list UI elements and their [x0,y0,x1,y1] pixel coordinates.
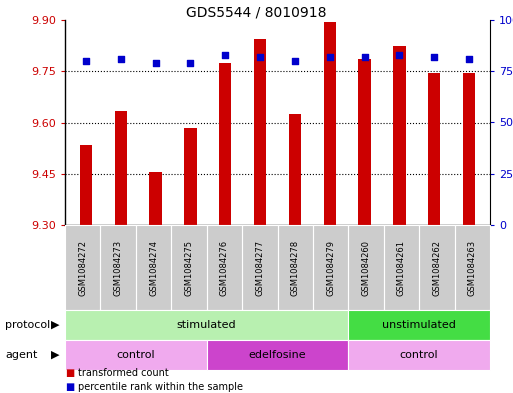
Text: GSM1084272: GSM1084272 [78,239,87,296]
Text: GSM1084276: GSM1084276 [220,239,229,296]
Text: GSM1084279: GSM1084279 [326,239,335,296]
Point [361,54,369,60]
Bar [463,73,475,225]
Point [116,56,125,62]
Text: GSM1084274: GSM1084274 [149,239,158,296]
Text: GSM1084278: GSM1084278 [291,239,300,296]
Text: GSM1084275: GSM1084275 [185,239,193,296]
Point [396,52,404,58]
Point [256,54,264,60]
Bar [324,22,336,225]
Text: GSM1084263: GSM1084263 [468,239,477,296]
Point [465,56,473,62]
Text: ▶: ▶ [51,350,59,360]
Text: edelfosine: edelfosine [249,350,306,360]
Text: GSM1084273: GSM1084273 [113,239,123,296]
Bar [80,145,92,225]
Bar [114,110,127,225]
Text: GSM1084261: GSM1084261 [397,239,406,296]
Point [430,54,439,60]
Text: transformed count: transformed count [78,368,169,378]
Bar [393,46,405,225]
Text: control: control [116,350,155,360]
Text: GSM1084277: GSM1084277 [255,239,264,296]
Point [186,60,194,66]
Bar [289,114,301,225]
Text: control: control [400,350,439,360]
Bar [254,39,266,225]
Point [326,54,334,60]
Text: percentile rank within the sample: percentile rank within the sample [78,382,243,392]
Text: ▶: ▶ [51,320,59,330]
Bar [428,73,440,225]
Text: stimulated: stimulated [177,320,236,330]
Text: ■: ■ [65,382,74,392]
Text: agent: agent [5,350,37,360]
Bar [149,172,162,225]
Point [82,58,90,64]
Bar [359,59,371,225]
Text: unstimulated: unstimulated [382,320,456,330]
Text: GSM1084260: GSM1084260 [362,239,370,296]
Point [221,52,229,58]
Point [151,60,160,66]
Text: GSM1084262: GSM1084262 [432,239,441,296]
Point [291,58,299,64]
Text: protocol: protocol [5,320,50,330]
Text: GDS5544 / 8010918: GDS5544 / 8010918 [186,5,327,19]
Bar [219,63,231,225]
Bar [184,128,196,225]
Text: ■: ■ [65,368,74,378]
